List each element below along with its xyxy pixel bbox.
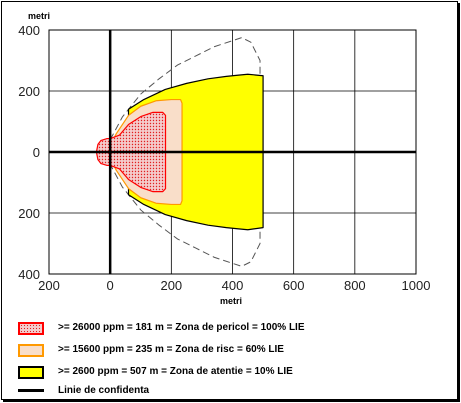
y-tick-label: 400	[18, 267, 40, 282]
legend-label-confidenta: Linie de confidenta	[58, 385, 150, 396]
x-tick-label: 800	[344, 278, 366, 293]
center-axes	[49, 30, 416, 274]
y-tick-label: 400	[18, 23, 40, 38]
x-tick-label: 200	[160, 278, 182, 293]
y-axis-label: metri	[28, 11, 50, 21]
dashed-outline	[109, 37, 261, 267]
legend-item-risc: >= 15600 ppm = 235 m = Zona de risc = 60…	[2, 340, 457, 362]
legend-label-atentie: >= 2600 ppm = 507 m = Zona de atentie = …	[58, 366, 293, 377]
legend-label-risc: >= 15600 ppm = 235 m = Zona de risc = 60…	[58, 344, 284, 355]
x-tick-label: 1000	[402, 278, 431, 293]
x-tick-label: 0	[107, 278, 114, 293]
legend-swatch-confidenta	[18, 389, 44, 392]
y-tick-label: 0	[33, 145, 40, 160]
zone-areas	[95, 37, 264, 267]
y-tick-label: 200	[18, 84, 40, 99]
legend-item-confidenta: Linie de confidenta	[2, 381, 457, 403]
y-tick-label: 200	[18, 206, 40, 221]
legend-swatch-atentie	[18, 366, 44, 379]
legend-swatch-pericol	[18, 322, 44, 335]
legend-label-pericol: >= 26000 ppm = 181 m = Zona de pericol =…	[58, 322, 305, 333]
legend-swatch-risc	[18, 344, 44, 357]
legend-item-atentie: >= 2600 ppm = 507 m = Zona de atentie = …	[2, 362, 457, 384]
x-axis-label: metri	[220, 296, 242, 306]
x-tick-label: 600	[283, 278, 305, 293]
x-tick-label: 400	[222, 278, 244, 293]
legend-item-pericol: >= 26000 ppm = 181 m = Zona de pericol =…	[2, 318, 457, 340]
x-tick-label: 200	[38, 278, 60, 293]
